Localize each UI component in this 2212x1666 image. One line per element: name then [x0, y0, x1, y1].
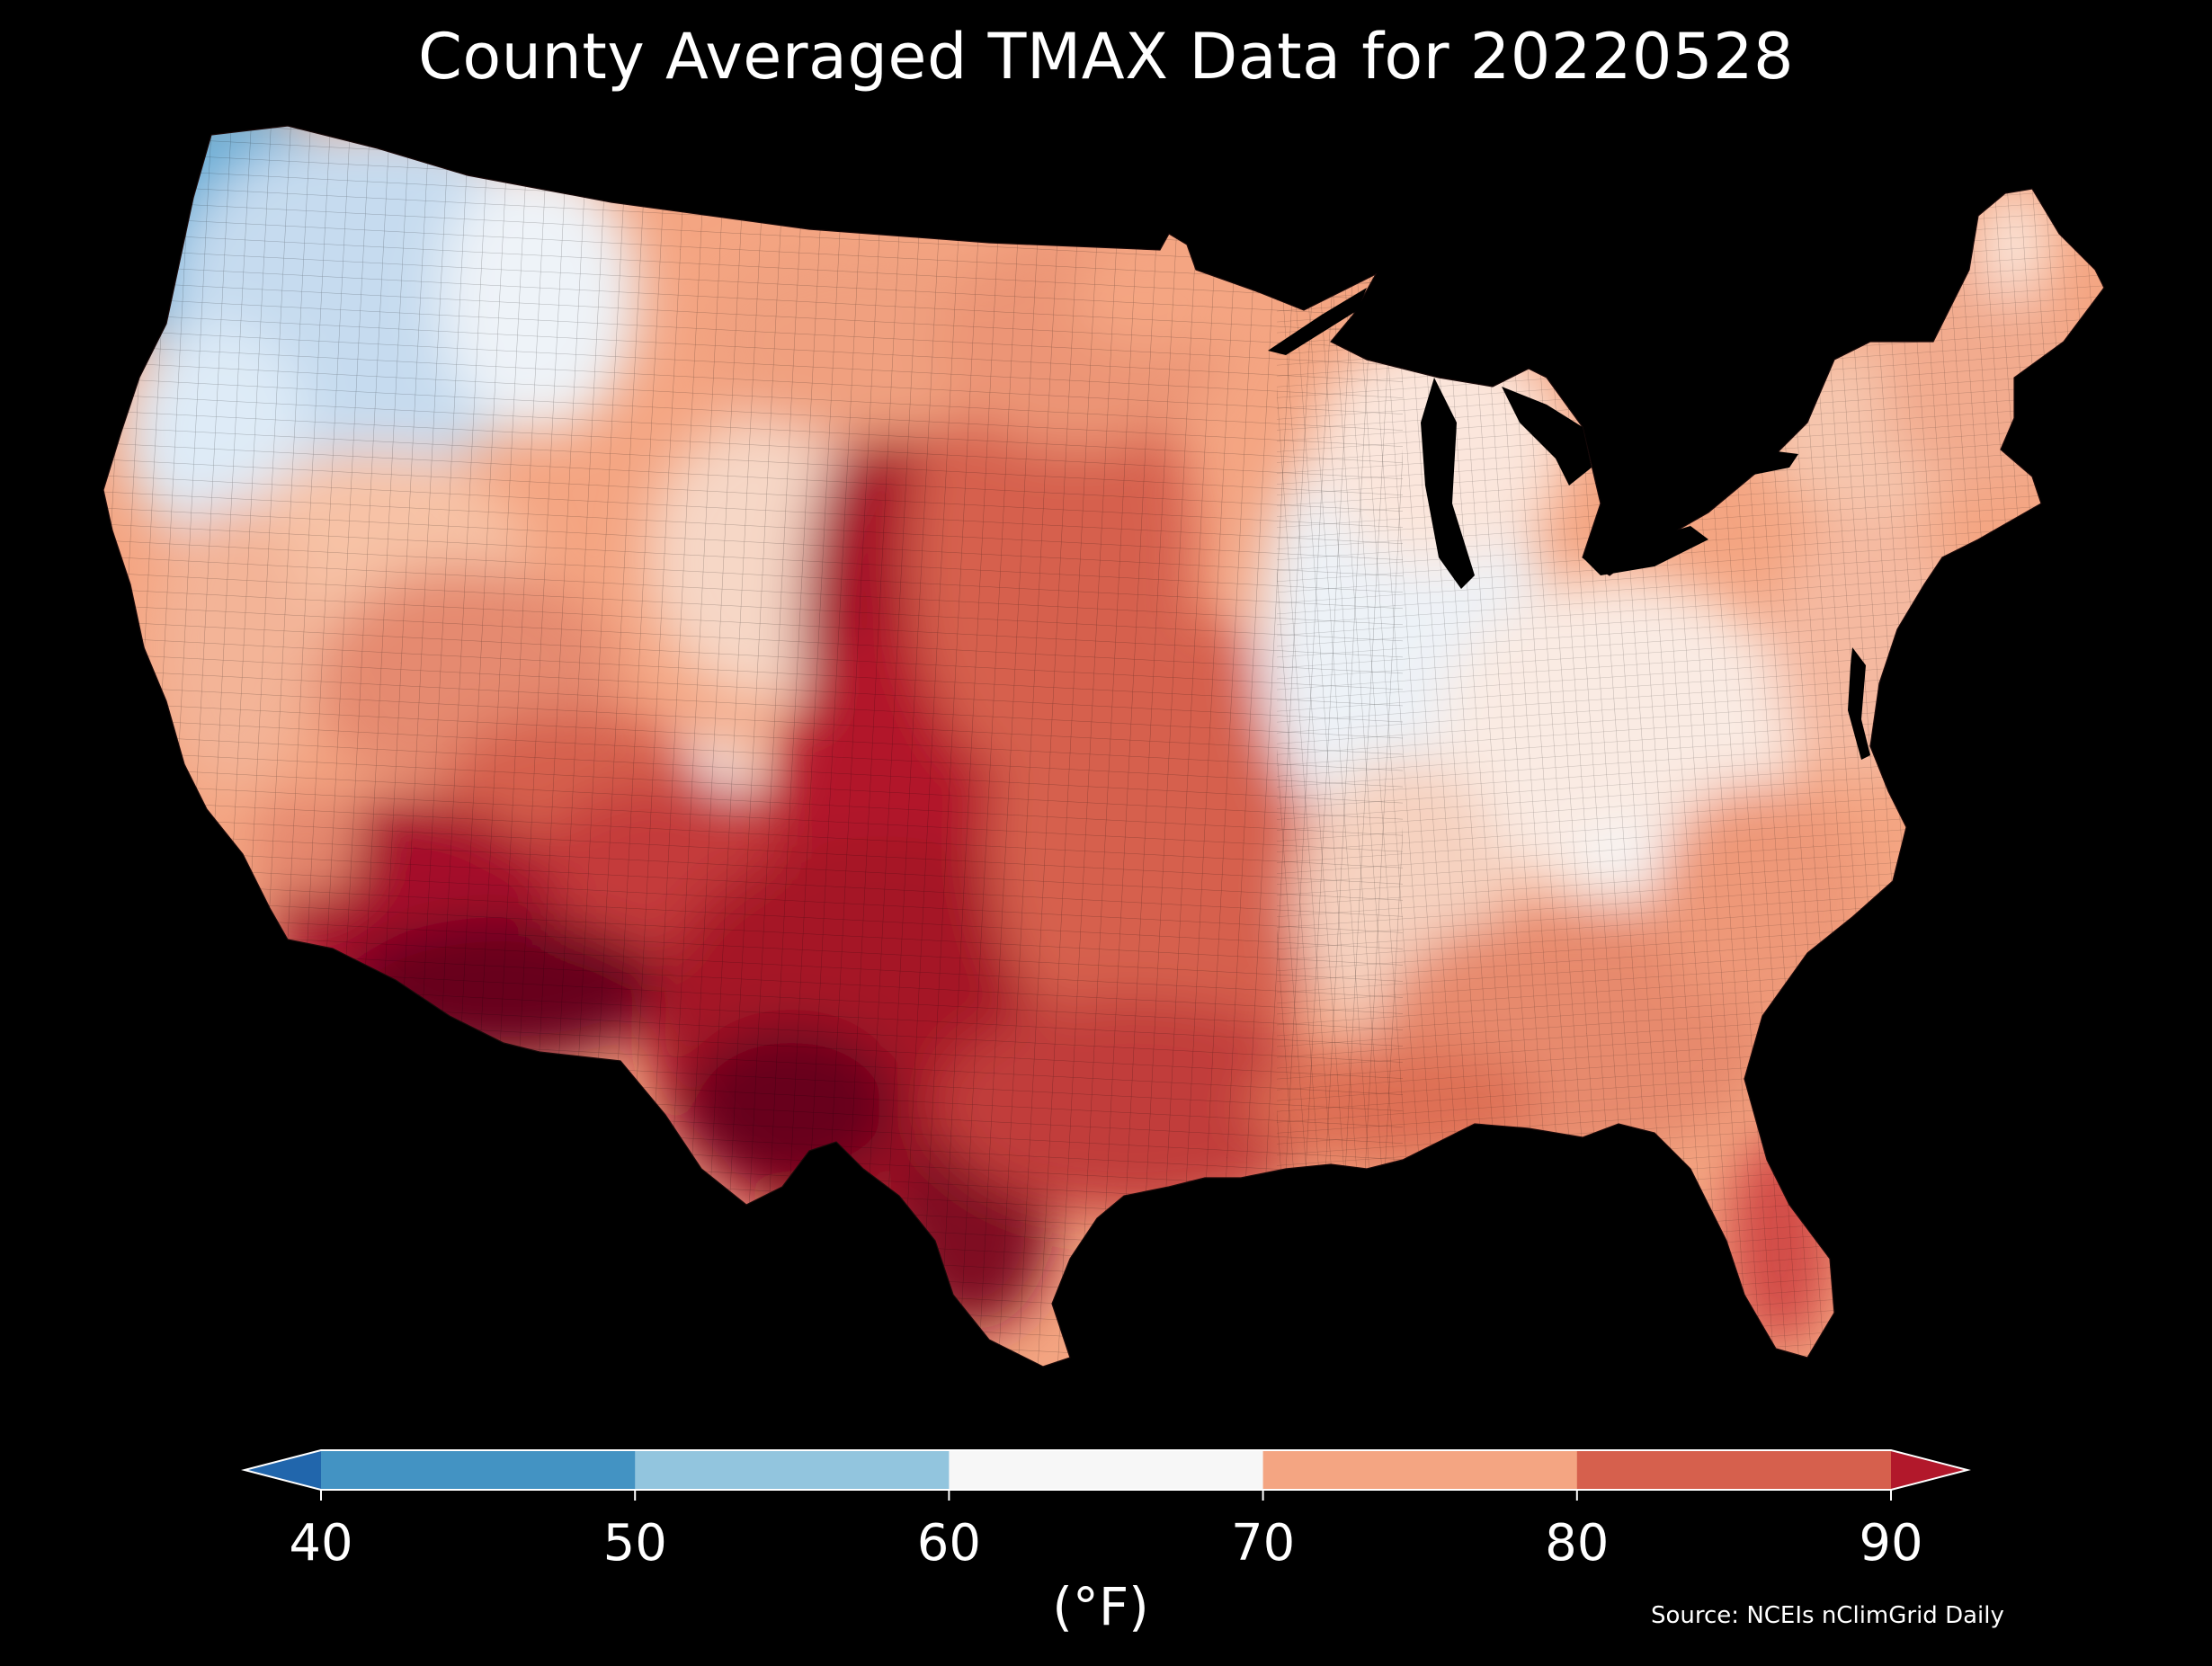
colorbar-bin [1262, 1450, 1578, 1490]
great-lakes [1268, 288, 1798, 589]
colorbar-tick-label: 70 [1231, 1514, 1295, 1572]
chesapeake-bay [1848, 647, 1870, 760]
colorbar-tick-label: 60 [917, 1514, 981, 1572]
colorbar-label: (°F) [1052, 1576, 1149, 1637]
colorbar-bin [1576, 1450, 1892, 1490]
colorbar-bin [321, 1450, 636, 1490]
map-title: County Averaged TMAX Data for 20220528 [417, 20, 1795, 94]
source-credit: Source: NCEIs nClimGrid Daily [1651, 1602, 2004, 1629]
colorbar-bin [949, 1450, 1264, 1490]
colorbar-tick-label: 40 [289, 1514, 352, 1572]
colorbar-tick-label: 80 [1545, 1514, 1609, 1572]
colorbar-extend-high [1891, 1450, 1967, 1490]
colorbar-bin [635, 1450, 950, 1490]
colorbar-tick-label: 90 [1859, 1514, 1922, 1572]
colorbar-extend-low [245, 1450, 321, 1490]
colorbar-tick-label: 50 [603, 1514, 667, 1572]
